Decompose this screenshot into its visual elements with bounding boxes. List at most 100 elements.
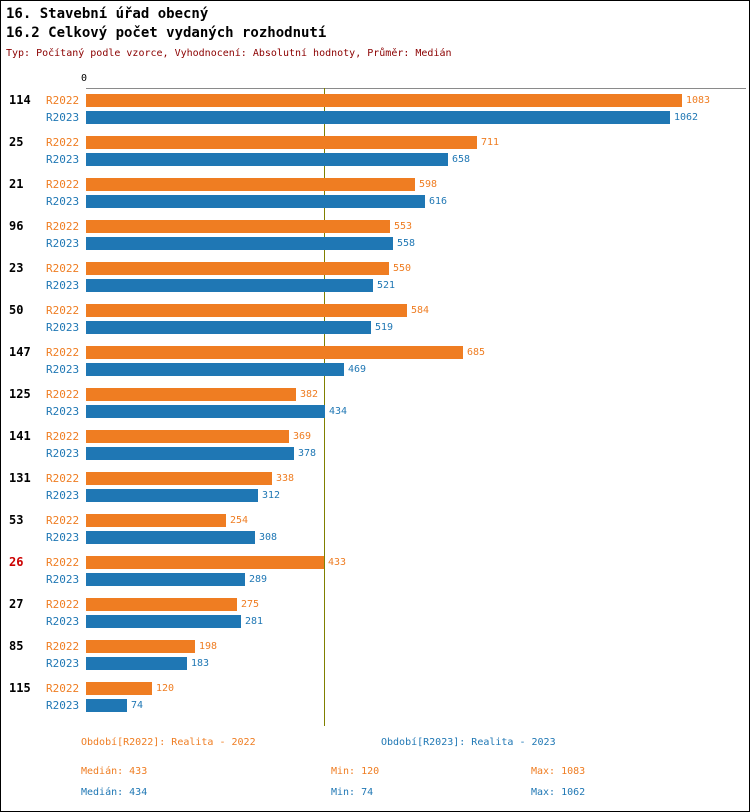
category-label: 85	[9, 639, 24, 653]
bar-r2022	[86, 682, 152, 695]
bar-r2023	[86, 405, 325, 418]
value-label-r2023: 469	[348, 364, 367, 375]
value-label-r2023: 1062	[674, 112, 699, 123]
category-label: 115	[9, 681, 31, 695]
bar-group: R2022 275 R2023 281	[46, 596, 749, 638]
chart-row: 115 R2022 120 R2023 74	[1, 680, 749, 722]
category-label: 27	[9, 597, 24, 611]
chart-row: 85 R2022 198 R2023 183	[1, 638, 749, 680]
bar-r2022	[86, 94, 682, 107]
bar-r2023	[86, 489, 258, 502]
bar-r2022	[86, 136, 477, 149]
bar-r2023	[86, 363, 344, 376]
value-label-r2023: 378	[298, 448, 317, 459]
value-label-r2023: 312	[262, 490, 281, 501]
category-label: 131	[9, 471, 31, 485]
bar-r2022	[86, 556, 324, 569]
bar-r2022	[86, 220, 390, 233]
value-label-r2022: 550	[393, 263, 412, 274]
series-label-r2022: R2022	[46, 682, 80, 695]
bar-line-r2022: R2022 369	[46, 428, 749, 445]
value-label-r2023: 434	[329, 406, 348, 417]
bar-r2023	[86, 153, 448, 166]
series-label-r2023: R2023	[46, 111, 80, 124]
bar-r2023	[86, 657, 187, 670]
bar-r2023	[86, 321, 371, 334]
bar-line-r2022: R2022 711	[46, 134, 749, 151]
value-label-r2022: 711	[481, 137, 500, 148]
bar-line-r2023: R2023 378	[46, 445, 749, 462]
bar-group: R2022 584 R2023 519	[46, 302, 749, 344]
category-label: 26	[9, 555, 24, 569]
bar-r2022	[86, 262, 389, 275]
bar-group: R2022 254 R2023 308	[46, 512, 749, 554]
bar-r2023	[86, 237, 393, 250]
chart-row: 131 R2022 338 R2023 312	[1, 470, 749, 512]
bar-line-r2022: R2022 598	[46, 176, 749, 193]
series-label-r2023: R2023	[46, 321, 80, 334]
category-label: 50	[9, 303, 24, 317]
category-label: 53	[9, 513, 24, 527]
bar-group: R2022 711 R2023 658	[46, 134, 749, 176]
indicator-title: 16.2 Celkový počet vydaných rozhodnutí	[6, 25, 327, 41]
series-label-r2023: R2023	[46, 531, 80, 544]
bar-line-r2023: R2023 281	[46, 613, 749, 630]
series-label-r2023: R2023	[46, 153, 80, 166]
bar-group: R2022 550 R2023 521	[46, 260, 749, 302]
series-label-r2023: R2023	[46, 615, 80, 628]
bar-r2023	[86, 573, 245, 586]
value-label-r2022: 198	[199, 641, 218, 652]
bar-group: R2022 382 R2023 434	[46, 386, 749, 428]
value-label-r2022: 275	[241, 599, 260, 610]
bar-r2022	[86, 304, 407, 317]
chart-row: 147 R2022 685 R2023 469	[1, 344, 749, 386]
value-label-r2023: 616	[429, 196, 448, 207]
series-label-r2023: R2023	[46, 447, 80, 460]
value-label-r2023: 74	[131, 700, 144, 711]
category-label: 125	[9, 387, 31, 401]
chart-row: 27 R2022 275 R2023 281	[1, 596, 749, 638]
chart-row: 125 R2022 382 R2023 434	[1, 386, 749, 428]
bar-line-r2022: R2022 584	[46, 302, 749, 319]
category-label: 147	[9, 345, 31, 359]
bar-line-r2022: R2022 685	[46, 344, 749, 361]
bar-line-r2023: R2023 519	[46, 319, 749, 336]
bar-line-r2022: R2022 254	[46, 512, 749, 529]
axis-zero-label: 0	[81, 73, 88, 84]
bar-line-r2023: R2023 289	[46, 571, 749, 588]
series-label-r2023: R2023	[46, 279, 80, 292]
bar-line-r2023: R2023 308	[46, 529, 749, 546]
report-subtitle: Typ: Počítaný podle vzorce, Vyhodnocení:…	[6, 48, 452, 59]
bar-line-r2023: R2023 616	[46, 193, 749, 210]
bar-line-r2023: R2023 558	[46, 235, 749, 252]
top-axis-line	[86, 88, 746, 89]
bar-group: R2022 369 R2023 378	[46, 428, 749, 470]
chart-row: 21 R2022 598 R2023 616	[1, 176, 749, 218]
bar-line-r2022: R2022 120	[46, 680, 749, 697]
value-label-r2022: 369	[293, 431, 312, 442]
bar-r2023	[86, 195, 425, 208]
value-label-r2023: 308	[259, 532, 278, 543]
chart-rows: 114 R2022 1083 R2023 1062 25 R2022 711 R2023 658 2…	[1, 92, 749, 722]
bar-line-r2023: R2023 434	[46, 403, 749, 420]
bar-group: R2022 685 R2023 469	[46, 344, 749, 386]
chart-row: 26 R2022 433 R2023 289	[1, 554, 749, 596]
series-label-r2023: R2023	[46, 573, 80, 586]
chart-row: 141 R2022 369 R2023 378	[1, 428, 749, 470]
series-label-r2022: R2022	[46, 472, 80, 485]
bar-line-r2023: R2023 469	[46, 361, 749, 378]
chart-row: 114 R2022 1083 R2023 1062	[1, 92, 749, 134]
series-label-r2022: R2022	[46, 262, 80, 275]
series-label-r2022: R2022	[46, 556, 80, 569]
bar-line-r2022: R2022 550	[46, 260, 749, 277]
bar-line-r2023: R2023 312	[46, 487, 749, 504]
bar-r2022	[86, 430, 289, 443]
bar-r2022	[86, 514, 226, 527]
report-title: 16. Stavební úřad obecný	[6, 6, 209, 22]
bar-line-r2022: R2022 198	[46, 638, 749, 655]
bar-group: R2022 338 R2023 312	[46, 470, 749, 512]
value-label-r2023: 521	[377, 280, 396, 291]
value-label-r2023: 558	[397, 238, 416, 249]
series-label-r2022: R2022	[46, 94, 80, 107]
